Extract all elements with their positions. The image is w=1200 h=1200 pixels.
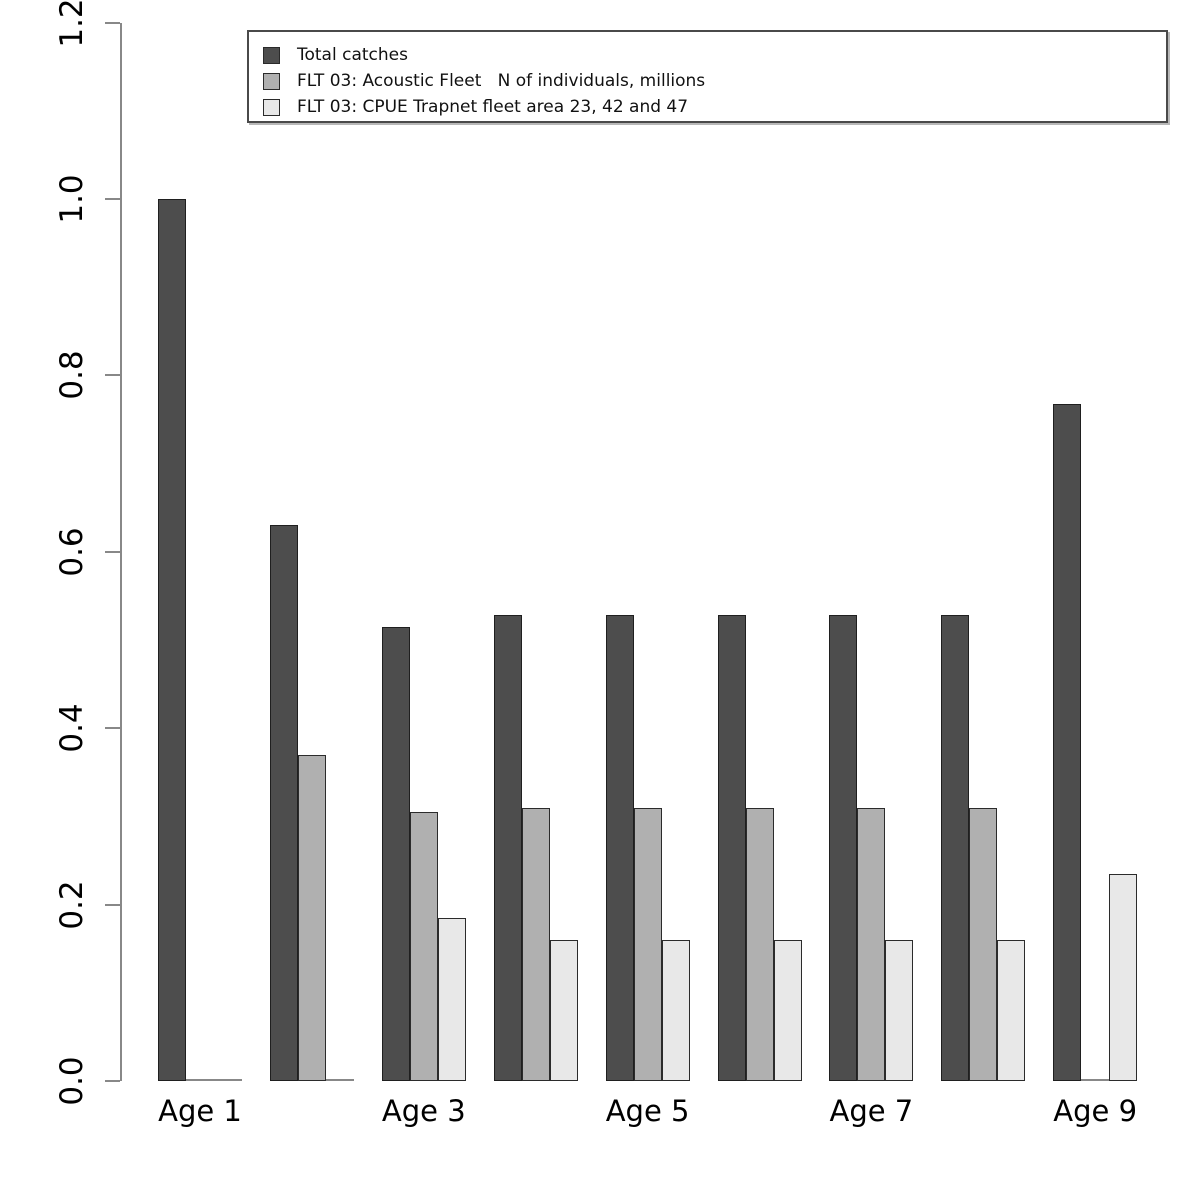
x-axis-label: Age 7 [829, 1094, 914, 1128]
x-axis-label: Age 3 [381, 1094, 466, 1128]
y-axis-tick [105, 21, 120, 24]
bar-total-catches [717, 615, 746, 1081]
bar-total-catches [493, 615, 522, 1081]
bar-total-catches [158, 199, 186, 1081]
y-axis-tick-label: 0.0 [54, 1056, 90, 1106]
y-axis-tick-label: 0.8 [54, 350, 90, 401]
x-axis-label: Age 5 [605, 1094, 690, 1128]
y-axis-tick-label: 0.6 [54, 527, 90, 577]
legend-swatch-cpue-trapnet [263, 98, 280, 116]
bar-acoustic-fleet [409, 812, 438, 1081]
y-axis-tick [105, 1080, 120, 1082]
bar-total-catches [269, 525, 298, 1081]
y-axis-tick-label: 0.4 [54, 703, 90, 753]
legend-item: FLT 03: Acoustic Fleet N of individuals,… [263, 68, 1166, 94]
bar-cpue-trapnet [661, 940, 690, 1081]
x-axis-label: Age 9 [1053, 1094, 1138, 1128]
bar-acoustic-fleet [297, 755, 326, 1081]
bar-total-catches [381, 627, 410, 1081]
y-axis-tick-label: 1.0 [54, 174, 90, 224]
bar-total-catches [829, 615, 858, 1081]
legend-label: FLT 03: Acoustic Fleet N of individuals,… [297, 71, 706, 91]
bar-acoustic-fleet [857, 808, 886, 1081]
x-axis-label: Age 1 [158, 1094, 242, 1128]
y-axis-line [120, 23, 122, 1081]
bar-total-catches [605, 615, 634, 1081]
bar-acoustic-fleet [745, 808, 774, 1081]
legend-item: Total catches [263, 42, 1166, 68]
bar-cpue-trapnet [773, 940, 802, 1081]
y-axis-tick [105, 198, 120, 200]
bar-acoustic-fleet [521, 808, 550, 1081]
bar-baseline [158, 1079, 242, 1081]
bar-acoustic-fleet [633, 808, 662, 1081]
bar-cpue-trapnet [1109, 874, 1138, 1081]
y-axis-tick [105, 727, 120, 730]
legend-label: FLT 03: CPUE Trapnet fleet area 23, 42 a… [297, 97, 689, 117]
legend-item: FLT 03: CPUE Trapnet fleet area 23, 42 a… [263, 94, 1166, 120]
legend-swatch-total-catches [263, 46, 280, 64]
bar-baseline [1053, 1079, 1138, 1081]
bar-cpue-trapnet [885, 940, 914, 1081]
bar-acoustic-fleet [969, 808, 998, 1081]
bar-cpue-trapnet [549, 940, 578, 1081]
y-axis-tick [105, 550, 120, 553]
legend: Total catches FLT 03: Acoustic Fleet N of… [247, 30, 1168, 123]
y-axis-tick [105, 903, 120, 906]
bar-total-catches [1053, 404, 1082, 1081]
bar-cpue-trapnet [997, 940, 1026, 1081]
legend-swatch-acoustic-fleet [263, 72, 280, 90]
bar-cpue-trapnet [437, 918, 466, 1081]
y-axis-tick-label: 0.2 [54, 879, 90, 930]
legend-label: Total catches [297, 45, 408, 65]
bar-total-catches [941, 615, 970, 1081]
y-axis-tick-label: 1.2 [54, 0, 90, 48]
y-axis-tick [105, 374, 120, 377]
